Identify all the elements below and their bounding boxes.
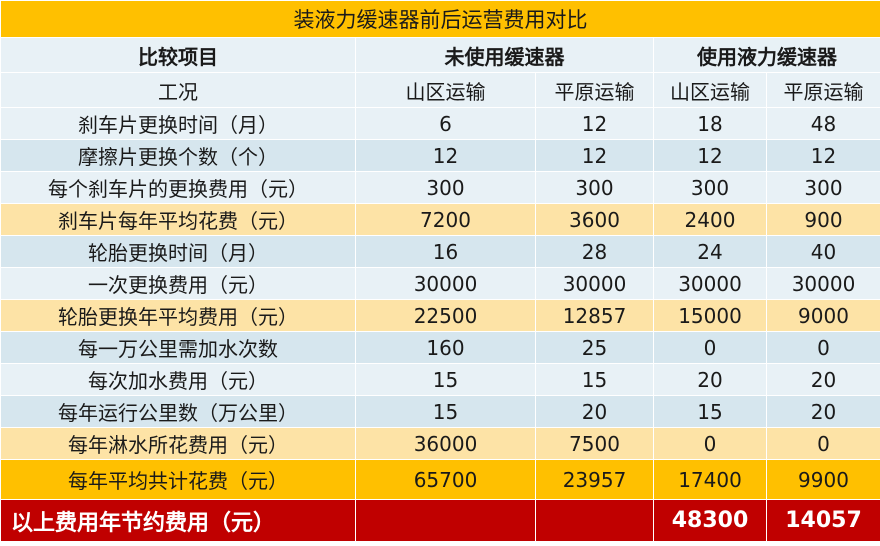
row-label: 轮胎更换时间（月）: [0, 235, 356, 268]
condition-label: 工况: [0, 72, 356, 108]
value-cell: 30000: [355, 267, 536, 300]
value-cell: 300: [653, 171, 767, 204]
value-cell: 12: [355, 139, 536, 172]
table-row: 每一万公里需加水次数 160 25 0 0: [0, 331, 880, 364]
value-cell: 30000: [535, 267, 654, 300]
table-row: 一次更换费用（元） 30000 30000 30000 30000: [0, 267, 880, 300]
row-label: 每次加水费用（元）: [0, 363, 356, 396]
row-label: 每年运行公里数（万公里）: [0, 395, 356, 428]
value-cell: 12857: [535, 299, 654, 332]
total-value: 9900: [766, 459, 880, 500]
total-label: 每年平均共计花费（元）: [0, 459, 356, 500]
value-cell: 15: [355, 395, 536, 428]
group-with-header: 使用液力缓速器: [653, 37, 880, 73]
value-cell: 28: [535, 235, 654, 268]
value-cell: 24: [653, 235, 767, 268]
total-value: 17400: [653, 459, 767, 500]
value-cell: 16: [355, 235, 536, 268]
condition-cell: 平原运输: [766, 72, 880, 108]
saving-label: 以上费用年节约费用（元）: [0, 499, 356, 542]
value-cell: 12: [535, 107, 654, 140]
value-cell: 0: [653, 427, 767, 460]
table-row: 刹车片每年平均花费（元） 7200 3600 2400 900: [0, 203, 880, 236]
value-cell: 0: [653, 331, 767, 364]
table-row: 每年淋水所花费用（元） 36000 7500 0 0: [0, 427, 880, 460]
condition-cell: 平原运输: [535, 72, 654, 108]
table-row: 摩擦片更换个数（个） 12 12 12 12: [0, 139, 880, 172]
value-cell: 30000: [766, 267, 880, 300]
total-value: 23957: [535, 459, 654, 500]
value-cell: 7500: [535, 427, 654, 460]
value-cell: 160: [355, 331, 536, 364]
value-cell: 12: [766, 139, 880, 172]
saving-value: 14057: [766, 499, 880, 542]
value-cell: 300: [535, 171, 654, 204]
value-cell: 22500: [355, 299, 536, 332]
saving-value: [535, 499, 654, 542]
row-label: 每个刹车片的更换费用（元）: [0, 171, 356, 204]
value-cell: 48: [766, 107, 880, 140]
value-cell: 30000: [653, 267, 767, 300]
row-label: 刹车片每年平均花费（元）: [0, 203, 356, 236]
value-cell: 12: [535, 139, 654, 172]
value-cell: 6: [355, 107, 536, 140]
row-label: 每一万公里需加水次数: [0, 331, 356, 364]
value-cell: 300: [355, 171, 536, 204]
row-label: 轮胎更换年平均费用（元）: [0, 299, 356, 332]
value-cell: 0: [766, 331, 880, 364]
value-cell: 20: [766, 395, 880, 428]
table-row: 刹车片更换时间（月） 6 12 18 48: [0, 107, 880, 140]
title-row: 装液力缓速器前后运营费用对比: [0, 0, 880, 38]
value-cell: 15: [653, 395, 767, 428]
value-cell: 300: [766, 171, 880, 204]
table-row: 每年运行公里数（万公里） 15 20 15 20: [0, 395, 880, 428]
value-cell: 0: [766, 427, 880, 460]
value-cell: 40: [766, 235, 880, 268]
row-label: 一次更换费用（元）: [0, 267, 356, 300]
header-row: 比较项目 未使用缓速器 使用液力缓速器: [0, 37, 880, 73]
table-title: 装液力缓速器前后运营费用对比: [0, 0, 880, 38]
saving-row: 以上费用年节约费用（元） 48300 14057: [0, 499, 880, 542]
total-row: 每年平均共计花费（元） 65700 23957 17400 9900: [0, 459, 880, 500]
value-cell: 3600: [535, 203, 654, 236]
value-cell: 15: [355, 363, 536, 396]
value-cell: 18: [653, 107, 767, 140]
condition-cell: 山区运输: [355, 72, 536, 108]
value-cell: 20: [653, 363, 767, 396]
value-cell: 9000: [766, 299, 880, 332]
table-row: 轮胎更换时间（月） 16 28 24 40: [0, 235, 880, 268]
value-cell: 12: [653, 139, 767, 172]
table-row: 每次加水费用（元） 15 15 20 20: [0, 363, 880, 396]
value-cell: 7200: [355, 203, 536, 236]
value-cell: 20: [766, 363, 880, 396]
value-cell: 900: [766, 203, 880, 236]
value-cell: 15: [535, 363, 654, 396]
item-header: 比较项目: [0, 37, 356, 73]
row-label: 摩擦片更换个数（个）: [0, 139, 356, 172]
value-cell: 20: [535, 395, 654, 428]
value-cell: 15000: [653, 299, 767, 332]
condition-row: 工况 山区运输 平原运输 山区运输 平原运输: [0, 72, 880, 108]
saving-value: 48300: [653, 499, 767, 542]
total-value: 65700: [355, 459, 536, 500]
row-label: 刹车片更换时间（月）: [0, 107, 356, 140]
value-cell: 2400: [653, 203, 767, 236]
group-without-header: 未使用缓速器: [355, 37, 654, 73]
table-row: 每个刹车片的更换费用（元） 300 300 300 300: [0, 171, 880, 204]
table-row: 轮胎更换年平均费用（元） 22500 12857 15000 9000: [0, 299, 880, 332]
saving-value: [355, 499, 536, 542]
row-label: 每年淋水所花费用（元）: [0, 427, 356, 460]
value-cell: 25: [535, 331, 654, 364]
condition-cell: 山区运输: [653, 72, 767, 108]
value-cell: 36000: [355, 427, 536, 460]
